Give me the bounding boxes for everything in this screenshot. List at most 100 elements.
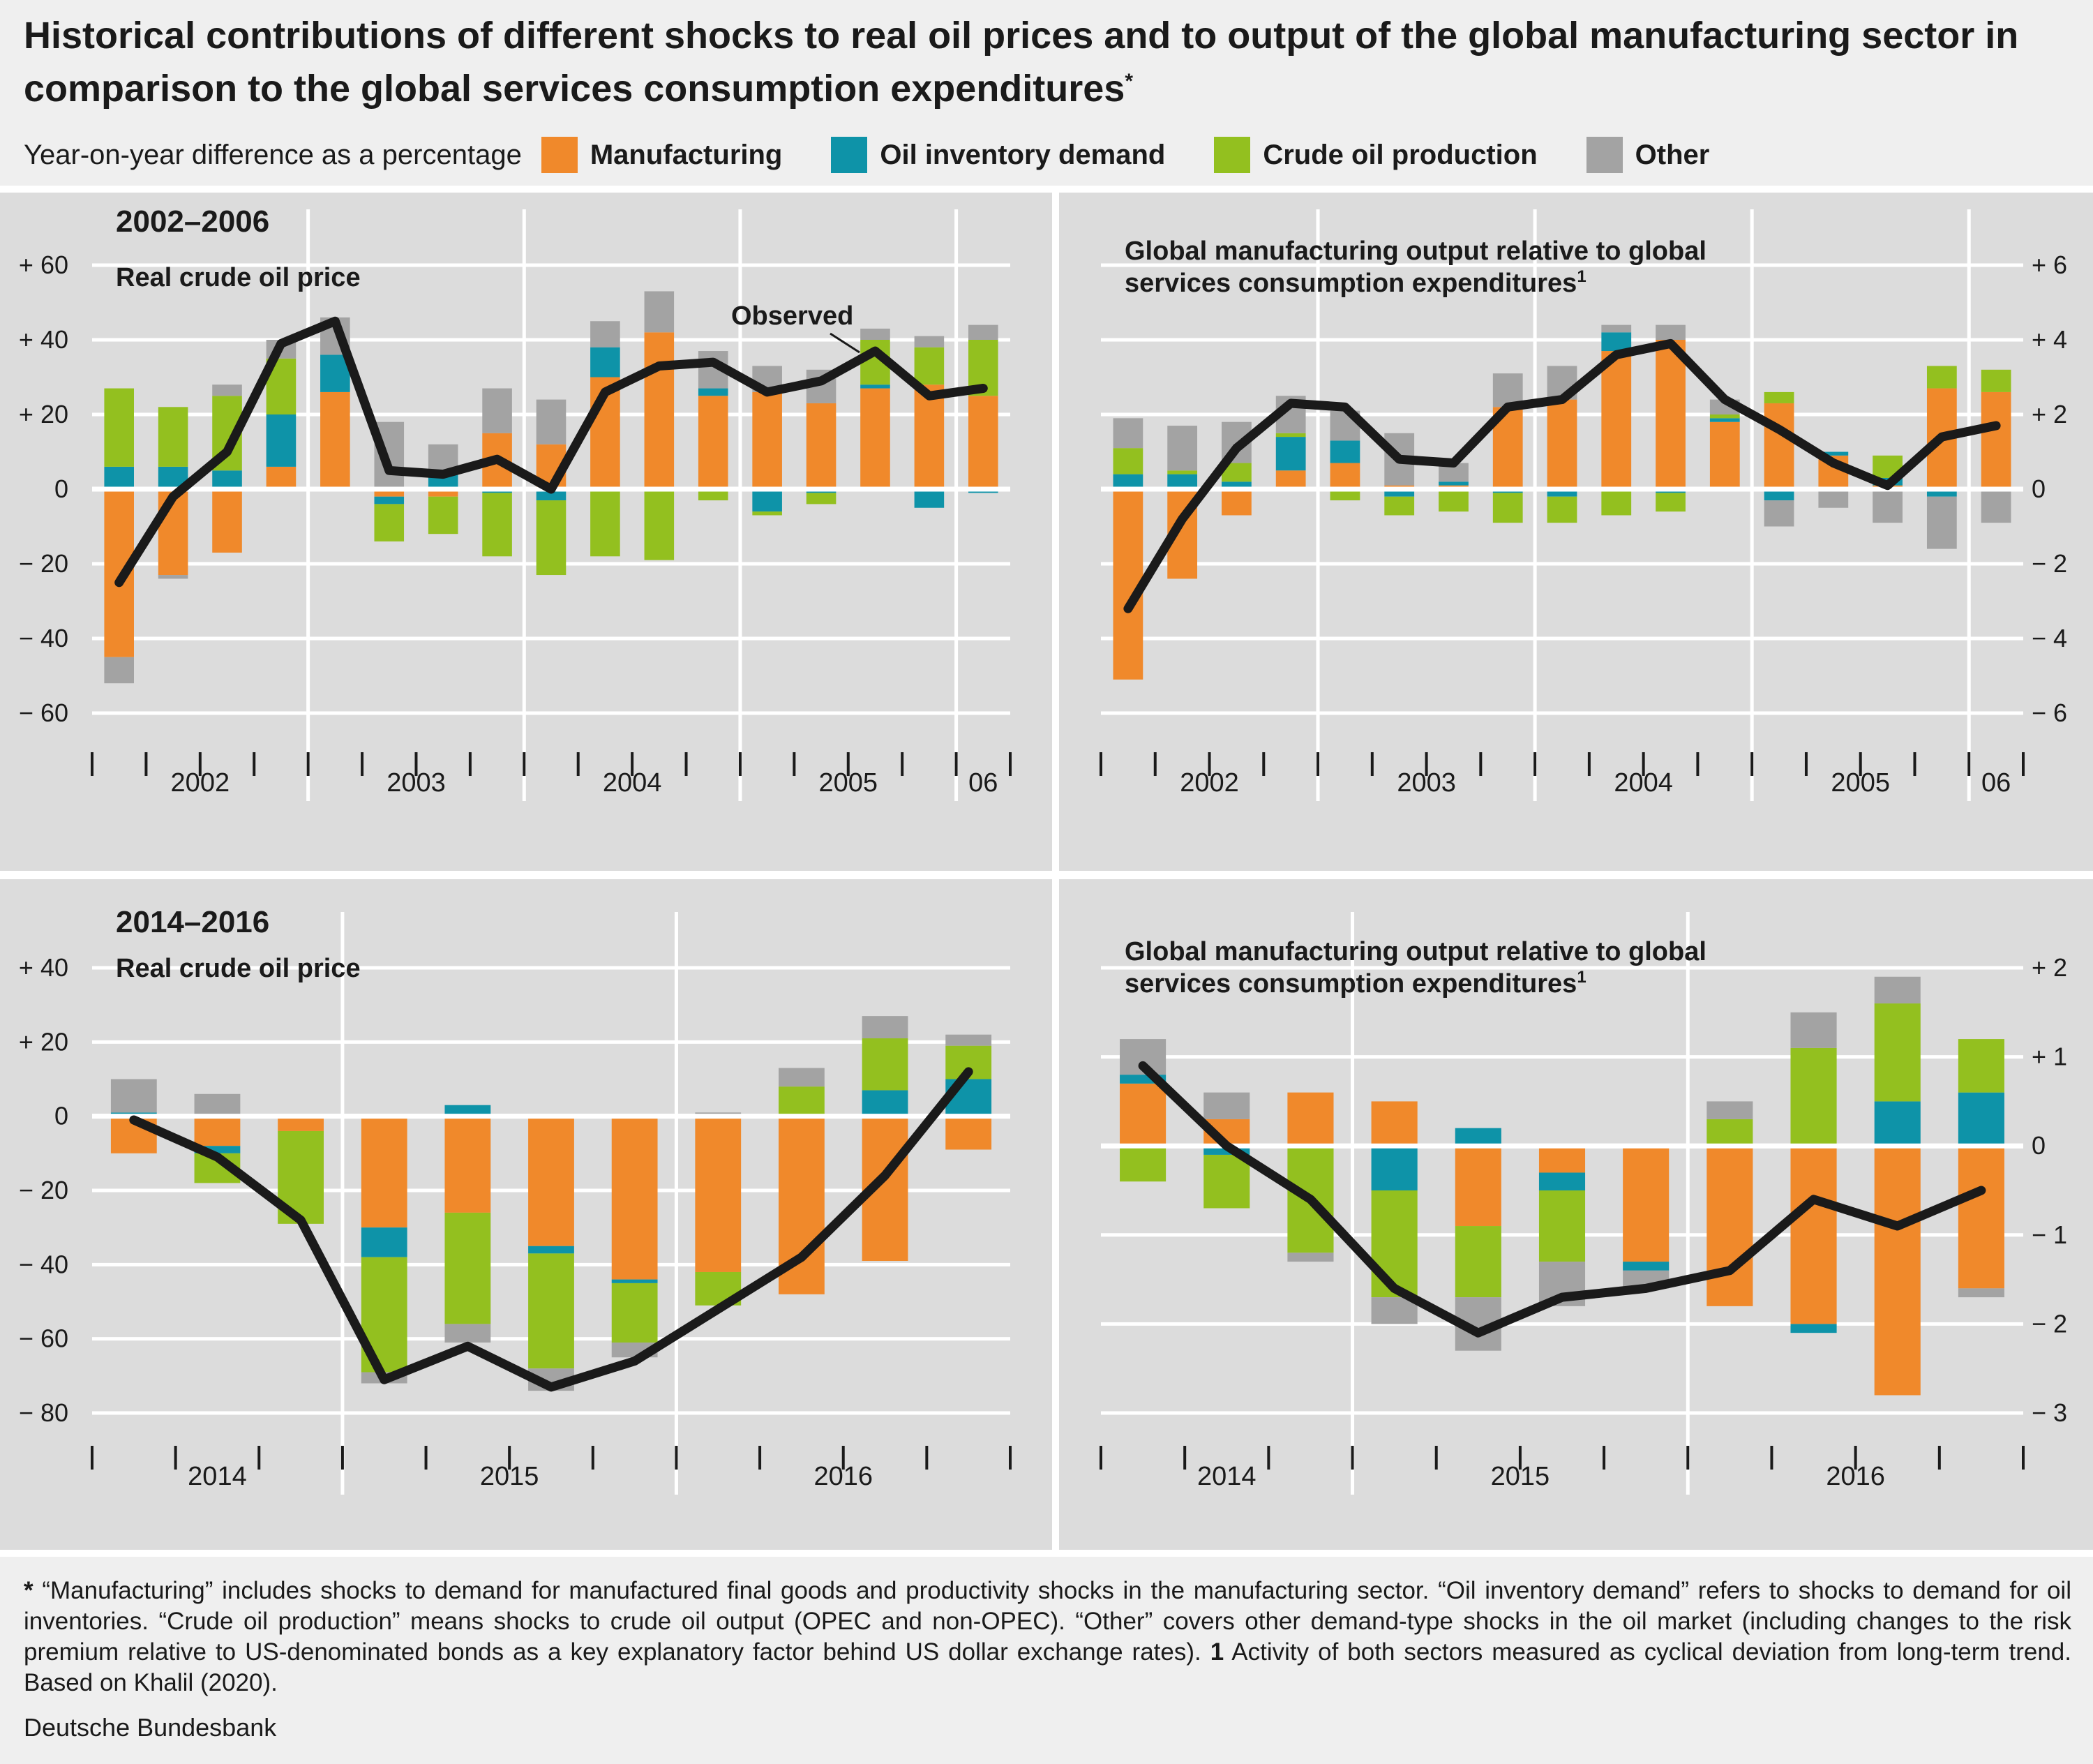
bar-other	[1926, 496, 1957, 549]
bar-oil-inventory-demand	[1538, 1172, 1586, 1190]
bar-crude-oil-production	[914, 347, 945, 385]
x-year-label: 2003	[1397, 768, 1456, 798]
y-tick-label: − 2	[2032, 549, 2067, 578]
y-tick-label: − 80	[19, 1398, 68, 1427]
bar-crude-oil-production	[1709, 414, 1740, 419]
bar-crude-oil-production	[1492, 493, 1523, 523]
y-tick-label: − 3	[2032, 1398, 2067, 1427]
chart-panel-1: + 60 + 40 + 20 0 − 20 − 40 − 60 2002 2003 2004 200…	[19, 204, 1012, 801]
x-year-label: 2005	[1831, 768, 1890, 798]
y-tick-label: − 1	[2032, 1220, 2067, 1249]
bar-manufacturing	[611, 1116, 658, 1280]
x-year-label: 2014	[1197, 1462, 1256, 1491]
observed-annotation-pointer	[830, 332, 860, 354]
bar-manufacturing	[695, 1116, 742, 1272]
legend-item-oil-inventory-demand: Oil inventory demand	[831, 137, 1165, 173]
bar-other	[1656, 324, 1686, 340]
bar-manufacturing	[1790, 1146, 1837, 1324]
bar-crude-oil-production	[698, 489, 728, 501]
bar-oil-inventory-demand	[1818, 451, 1849, 456]
chart-panel-4: + 2 + 1 0 − 1 − 2 − 3 2014 2015 2016 Global manuf…	[1100, 912, 2067, 1495]
footnote-text-1: “Manufacturing” includes shocks to deman…	[24, 1577, 2071, 1666]
x-year-label: 2002	[1180, 768, 1239, 798]
panel-title: Real crude oil price	[116, 263, 361, 292]
bar-crude-oil-production	[1384, 496, 1415, 516]
bar-oil-inventory-demand	[1439, 481, 1469, 486]
bar-oil-inventory-demand	[752, 489, 782, 512]
bar-manufacturing	[428, 489, 458, 497]
bar-oil-inventory-demand	[1371, 1146, 1418, 1190]
bar-manufacturing	[698, 396, 728, 489]
legend-swatch-oil-inventory-demand	[831, 137, 868, 173]
x-year-label: 2002	[171, 768, 230, 798]
bar-manufacturing	[752, 391, 782, 489]
bar-crude-oil-production	[444, 1212, 491, 1324]
bar-crude-oil-production	[1330, 489, 1360, 501]
y-tick-label: + 2	[2032, 400, 2067, 428]
bar-crude-oil-production	[1874, 1003, 1921, 1102]
x-year-label: 2016	[1826, 1462, 1885, 1491]
panel-title-footnote-mark: 1	[1577, 267, 1586, 286]
bar-other	[1113, 418, 1143, 449]
bar-crude-oil-production	[158, 407, 188, 467]
y-tick-label: + 20	[19, 400, 68, 428]
bar-oil-inventory-demand	[528, 1246, 574, 1254]
bar-crude-oil-production	[1275, 433, 1306, 438]
bar-oil-inventory-demand	[1601, 332, 1632, 352]
bar-other	[1287, 1253, 1334, 1262]
title-footnote-mark: *	[1125, 70, 1134, 93]
x-year-label: 2003	[387, 768, 446, 798]
bar-manufacturing	[266, 466, 297, 489]
bar-manufacturing	[1330, 463, 1360, 489]
bar-manufacturing	[1275, 470, 1306, 489]
x-year-label: 2015	[480, 1462, 539, 1491]
y-tick-label: + 40	[19, 325, 68, 354]
bar-crude-oil-production	[1547, 496, 1577, 523]
y-tick-label: + 60	[19, 251, 68, 279]
panel-title: Global manufacturing output relative to …	[1125, 937, 1706, 999]
bar-other	[536, 399, 567, 444]
bar-crude-oil-production	[644, 489, 675, 560]
footnote-mark: *	[24, 1577, 33, 1604]
x-year-label: 06	[1981, 768, 2011, 798]
bar-manufacturing	[1538, 1146, 1586, 1173]
observed-line	[1138, 1061, 1986, 1338]
observed-line	[129, 1067, 973, 1392]
bar-manufacturing	[528, 1116, 574, 1246]
bar-crude-oil-production	[374, 504, 405, 541]
bar-other	[110, 1079, 157, 1113]
bar-other	[482, 388, 512, 433]
legend-item-other: Other	[1586, 137, 1709, 173]
bar-other	[1790, 1012, 1837, 1048]
bar-manufacturing	[860, 388, 890, 489]
bar-other	[590, 321, 620, 347]
legend-swatch-other	[1586, 137, 1623, 173]
legend-item-manufacturing: Manufacturing	[541, 137, 782, 173]
y-tick-label: − 4	[2032, 624, 2067, 652]
bar-crude-oil-production	[536, 500, 567, 576]
bar-manufacturing	[806, 403, 837, 489]
y-tick-label: 0	[54, 1102, 68, 1130]
bar-other	[860, 328, 890, 340]
bar-other	[1981, 489, 2011, 523]
x-year-label: 2016	[813, 1462, 873, 1491]
footnote-mark-1: 1	[1210, 1638, 1224, 1666]
bar-oil-inventory-demand	[1384, 489, 1415, 497]
bar-other	[644, 291, 675, 333]
bar-crude-oil-production	[104, 388, 134, 467]
x-year-label: 2004	[603, 768, 662, 798]
bar-crude-oil-production	[1764, 391, 1794, 403]
bottom-separator	[0, 1550, 2093, 1557]
y-tick-label: 0	[2032, 1131, 2046, 1160]
bar-oil-inventory-demand	[1958, 1092, 2004, 1146]
bar-manufacturing	[1455, 1146, 1501, 1227]
bar-crude-oil-production	[1790, 1047, 1837, 1146]
bar-oil-inventory-demand	[1874, 1101, 1921, 1146]
bar-crude-oil-production	[1203, 1154, 1250, 1209]
bar-crude-oil-production	[862, 1038, 908, 1091]
bar-crude-oil-production	[1120, 1146, 1166, 1182]
bar-oil-inventory-demand	[104, 466, 134, 489]
legend-swatch-crude-oil-production	[1214, 137, 1251, 173]
x-year-label: 2005	[818, 768, 878, 798]
